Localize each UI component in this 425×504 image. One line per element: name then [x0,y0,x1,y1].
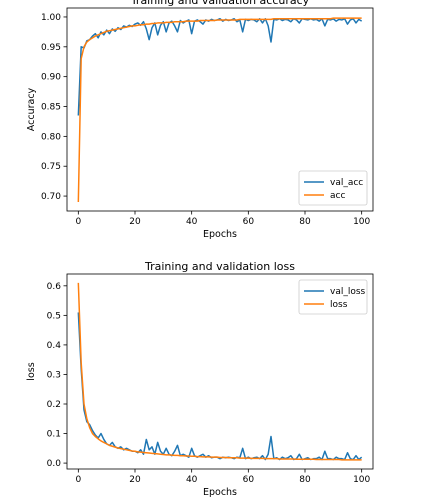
legend-box [298,279,368,315]
y-tick-label: 0.5 [47,311,61,321]
x-tick-label: 40 [186,217,198,227]
chart-title: Training and validation loss [144,260,295,273]
series-line-loss [77,282,362,461]
legend-label-val-acc: val_acc [330,178,363,188]
x-tick-label: 100 [353,475,370,485]
y-axis-label: Accuracy [26,87,37,131]
y-tick-label: 0.4 [47,341,62,351]
legend-label-val-loss: val_loss [330,287,366,297]
legend-label-acc: acc [330,191,345,201]
series-line-val-acc [77,18,363,116]
y-tick-label: 0.85 [41,103,61,113]
y-tick-label: 0.95 [41,43,61,53]
x-tick-label: 20 [129,217,141,227]
x-tick-label: 100 [353,217,370,227]
y-tick-label: 0.1 [47,430,61,440]
x-tick-label: 80 [299,475,311,485]
y-tick-label: 0.0 [47,459,62,469]
x-tick-label: 20 [129,475,141,485]
legend-box [298,170,368,206]
y-tick-label: 0.75 [41,162,61,172]
y-tick-label: 0.70 [41,192,61,202]
x-tick-label: 0 [75,217,81,227]
plot-frame [66,7,374,212]
plot-frame [66,273,374,470]
chart-2: Training and validation loss 0 20 40 60 80 100… [26,260,374,498]
x-tick-label: 60 [243,217,255,227]
series-line-acc [77,17,362,203]
x-tick-label: 80 [299,217,311,227]
x-tick-label: 60 [243,475,255,485]
chart-1: Training and validation accuracy 0 20 40 60 8… [26,0,374,240]
x-axis-label: Epochs [203,487,237,498]
y-axis-label: loss [26,362,37,380]
legend-label-loss: loss [330,300,348,310]
y-tick-label: 0.80 [41,132,61,142]
y-tick-label: 0.3 [47,370,61,380]
y-tick-label: 0.2 [47,400,61,410]
y-tick-label: 1.00 [41,13,61,23]
x-axis-label: Epochs [203,229,237,240]
x-tick-label: 40 [186,475,198,485]
chart-title: Training and validation accuracy [130,0,310,7]
series-line-val-loss [77,312,363,461]
x-tick-label: 0 [75,475,81,485]
y-tick-label: 0.90 [41,73,61,83]
y-tick-label: 0.6 [47,282,62,292]
